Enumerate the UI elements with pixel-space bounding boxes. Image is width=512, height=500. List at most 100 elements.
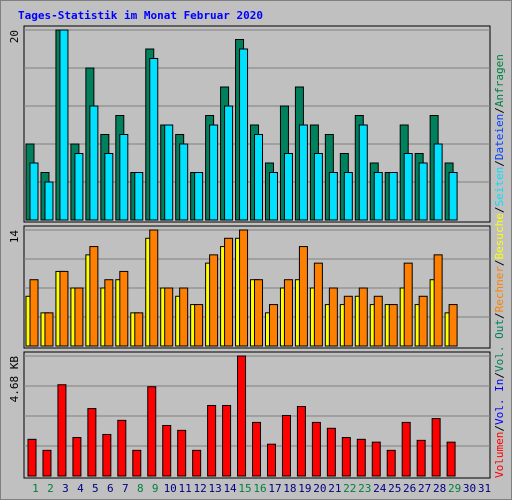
bar [252, 421, 262, 477]
bar [283, 153, 293, 221]
bar [281, 414, 291, 477]
x-tick-label: 10 [164, 482, 177, 495]
bar [74, 287, 84, 347]
bar [328, 287, 338, 347]
bar [104, 153, 114, 221]
bar [371, 441, 381, 477]
chart-title: Tages-Statistik im Monat Februar 2020 [18, 9, 263, 22]
bar [401, 421, 411, 477]
x-tick-label: 22 [343, 482, 356, 495]
bar [224, 237, 234, 347]
legend-separator: / [493, 107, 506, 114]
bar [89, 105, 99, 221]
bar [313, 153, 323, 221]
x-tick-label: 3 [62, 482, 69, 495]
bar [283, 279, 293, 347]
x-tick-label: 7 [122, 482, 129, 495]
x-tick-label: 23 [358, 482, 371, 495]
bar [403, 153, 413, 221]
bar [147, 386, 157, 477]
bar [343, 295, 353, 347]
x-tick-label: 20 [313, 482, 326, 495]
bar [298, 124, 308, 221]
bar [59, 270, 69, 347]
x-tick-label: 1 [32, 482, 39, 495]
x-tick-label: 5 [92, 482, 99, 495]
bar [102, 433, 112, 477]
bar [134, 172, 144, 221]
bar [388, 172, 398, 221]
bar [179, 287, 189, 347]
bar [266, 443, 276, 477]
bar [341, 437, 351, 477]
bar [44, 181, 54, 221]
bar [164, 124, 174, 221]
x-tick-label: 18 [283, 482, 296, 495]
bar [328, 172, 338, 221]
bar [104, 279, 114, 347]
x-tick-label: 13 [208, 482, 221, 495]
x-tick-label: 9 [152, 482, 159, 495]
x-tick-label: 24 [373, 482, 387, 495]
x-tick-label: 15 [238, 482, 251, 495]
x-tick-label: 31 [478, 482, 491, 495]
x-tick-label: 19 [298, 482, 311, 495]
bar [119, 134, 129, 221]
x-tick-label: 30 [463, 482, 476, 495]
bar [209, 124, 219, 221]
bar [356, 438, 366, 477]
bar [179, 143, 189, 221]
x-tick-label: 26 [403, 482, 416, 495]
x-tick-label: 11 [179, 482, 192, 495]
bar [254, 279, 264, 347]
legend-entry: Vol. Out [493, 319, 506, 372]
x-tick-label: 6 [107, 482, 114, 495]
bar [358, 287, 368, 347]
bar [239, 229, 249, 347]
legend-separator: / [493, 160, 506, 167]
legend-separator: / [493, 312, 506, 319]
bar [222, 404, 232, 477]
bar [72, 437, 82, 477]
bar [237, 355, 247, 477]
x-tick-label: 28 [433, 482, 446, 495]
bar [192, 449, 202, 477]
legend-separator: / [493, 425, 506, 432]
bar [296, 406, 306, 477]
bar [119, 270, 129, 347]
bar [59, 29, 69, 221]
bar [239, 48, 249, 221]
legend-entry: Anfragen [493, 54, 506, 107]
bar [418, 162, 428, 221]
bar [132, 449, 142, 477]
bar [29, 162, 39, 221]
y-tick-label: 4.68 KB [8, 356, 21, 403]
x-tick-label: 17 [268, 482, 281, 495]
y-tick-label: 14 [8, 230, 21, 244]
x-tick-label: 29 [448, 482, 461, 495]
x-tick-label: 8 [137, 482, 144, 495]
bar [358, 124, 368, 221]
bar [373, 172, 383, 221]
bar [117, 419, 127, 477]
bar [42, 449, 52, 477]
bar [373, 295, 383, 347]
bar [268, 172, 278, 221]
legend-entry: Rechner [493, 266, 506, 313]
bar [388, 304, 398, 347]
x-tick-label: 16 [253, 482, 266, 495]
bar [29, 279, 39, 347]
bar [164, 287, 174, 347]
legend-entry: Besuche [493, 213, 506, 259]
bar [27, 438, 37, 477]
bar [162, 424, 172, 477]
legend-entry: Volumen [493, 432, 506, 478]
bar [177, 429, 187, 477]
legend-separator: / [493, 259, 506, 266]
bar [224, 105, 234, 221]
bar [134, 312, 144, 347]
x-tick-label: 27 [418, 482, 431, 495]
bar [311, 421, 321, 477]
bar [403, 262, 413, 347]
